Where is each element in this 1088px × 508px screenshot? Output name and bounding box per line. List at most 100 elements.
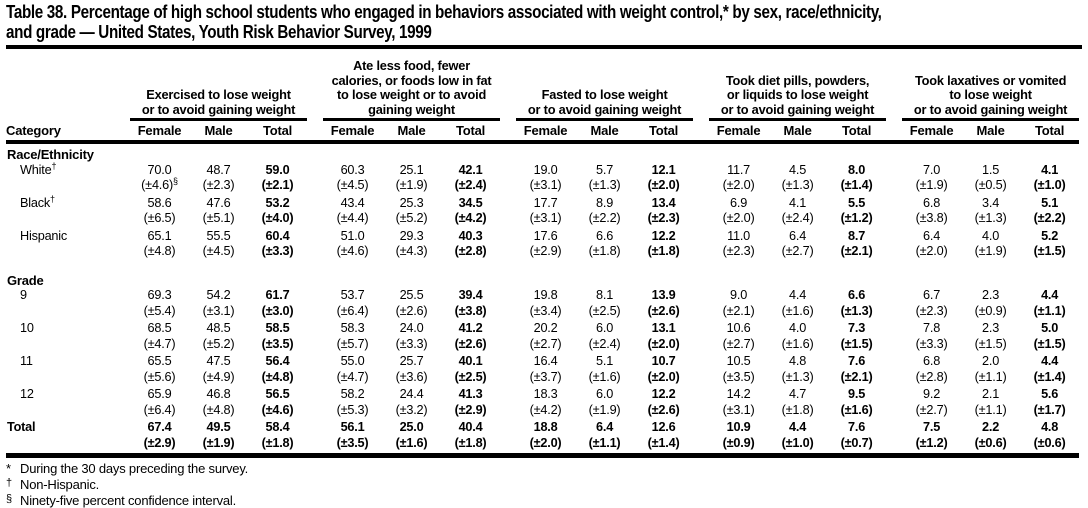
ci-cell: (±1.9)	[588, 402, 621, 417]
ci-cell: (±2.7)	[915, 402, 948, 417]
ci-cell: (±2.9)	[454, 402, 487, 417]
value-cell: 10.5	[726, 354, 751, 368]
header-gap	[886, 59, 903, 144]
ci-cell: (±2.9)	[529, 244, 562, 258]
value-cell: 8.0	[848, 162, 866, 177]
value-cell: 7.5	[923, 420, 941, 434]
row-label: 10	[20, 321, 34, 335]
ci-cell: (±1.3)	[840, 303, 873, 318]
value-cell: 58.2	[340, 387, 365, 401]
value-cell: 70.0	[147, 162, 172, 177]
value-cell: 39.4	[458, 288, 483, 302]
ci-cell: (±3.6)	[395, 369, 428, 384]
ci-cell: (±5.1)	[202, 211, 235, 225]
row-label: Black†	[20, 193, 55, 210]
value-cell: 59.0	[265, 162, 290, 177]
value-cell: 25.3	[399, 195, 424, 210]
ci-cell: (±3.8)	[454, 303, 487, 318]
value-cell: 40.3	[458, 228, 483, 243]
value-cell: 20.2	[533, 321, 558, 335]
value-cell: 60.4	[265, 228, 290, 243]
value-cell: 6.6	[848, 288, 866, 302]
ci-cell: (±1.8)	[647, 244, 680, 258]
ci-cell: (±1.6)	[781, 303, 814, 318]
value-cell: 5.7	[596, 162, 614, 177]
ci-cell: (±2.6)	[647, 402, 680, 417]
column-gap	[307, 321, 323, 337]
ci-cell: (±5.7)	[336, 336, 369, 351]
section-header-row: Race/Ethnicity	[6, 142, 1079, 163]
footnote-text: Non-Hispanic.	[20, 477, 100, 492]
value-cell: 65.5	[147, 354, 172, 368]
column-gap	[500, 370, 516, 388]
value-cell: 2.1	[982, 387, 1000, 401]
ci-cell: (±6.5)	[143, 211, 176, 225]
column-gap	[886, 211, 902, 229]
value-cell: 5.0	[1041, 321, 1059, 335]
ci-cell: (±2.2)	[588, 211, 621, 225]
ci-cell: (±3.4)	[529, 303, 562, 318]
value-cell: 56.5	[265, 387, 290, 401]
value-cell: 4.0	[789, 321, 807, 335]
ci-cell: (±4.6)§	[141, 175, 178, 192]
value-cell: 67.4	[147, 420, 172, 434]
ci-cell: (±3.3)	[395, 336, 428, 351]
ci-cell: (±1.1)	[974, 369, 1007, 384]
value-cell: 42.1	[458, 162, 483, 177]
value-cell: 4.7	[789, 387, 807, 401]
table-title: Table 38. Percentage of high school stud…	[6, 2, 1082, 42]
ci-cell: (±0.9)	[709, 435, 769, 458]
column-gap	[886, 244, 902, 262]
column-header-female: Female	[130, 119, 189, 144]
ci-cell: (±0.7)	[827, 435, 887, 458]
value-cell: 58.5	[265, 321, 290, 335]
value-cell: 56.1	[340, 420, 365, 434]
value-cell: 9.0	[730, 288, 748, 302]
ci-cell: (±1.4)	[634, 435, 694, 458]
header-gap	[500, 59, 517, 144]
column-header-total: Total	[1020, 119, 1080, 144]
value-cell: 17.6	[533, 228, 558, 243]
value-cell: 47.5	[206, 354, 231, 368]
ci-cell: (±1.3)	[588, 178, 621, 192]
value-cell: 9.2	[923, 387, 941, 401]
value-cell: 5.5	[848, 195, 866, 210]
value-cell: 18.8	[533, 420, 558, 434]
footnote-symbol: *	[6, 461, 11, 476]
value-cell: 58.6	[147, 195, 172, 210]
column-header-male: Male	[382, 119, 442, 144]
ci-cell: (±5.2)	[202, 336, 235, 351]
ci-cell: (±4.3)	[395, 244, 428, 258]
value-cell: 7.3	[848, 321, 866, 335]
ci-cell: (±1.8)	[441, 435, 501, 458]
value-cell: 60.3	[340, 162, 365, 177]
ci-cell: (±1.5)	[1033, 244, 1066, 258]
row-label-spacer	[6, 244, 130, 262]
column-header-total: Total	[248, 119, 308, 144]
value-cell: 7.6	[848, 420, 866, 434]
footnote-line: § Ninety-five percent confidence interval…	[6, 492, 1082, 508]
ci-cell: (±1.5)	[840, 336, 873, 351]
ci-cell: (±2.7)	[781, 244, 814, 258]
ci-cell: (±2.4)	[781, 211, 814, 225]
ci-row: (±4.7) (±5.2) (±3.5) (±5.7) (±3.3) (±2.6) (±2.…	[6, 337, 1079, 355]
column-gap	[307, 196, 323, 212]
column-gap	[307, 370, 323, 388]
value-cell: 5.1	[596, 354, 614, 368]
column-gap	[693, 196, 709, 212]
ci-cell: (±3.0)	[261, 303, 294, 318]
ci-cell: (±2.5)	[588, 303, 621, 318]
ci-cell: (±1.6)	[588, 369, 621, 384]
value-cell: 46.8	[206, 387, 231, 401]
ci-cell: (±3.1)	[722, 402, 755, 417]
ci-cell: (±5.2)	[395, 211, 428, 225]
column-gap	[307, 163, 323, 179]
value-cell: 6.7	[923, 288, 941, 302]
value-cell: 10.9	[726, 420, 751, 434]
value-cell: 16.4	[533, 354, 558, 368]
footnote-line: † Non-Hispanic.	[6, 476, 1082, 492]
column-gap	[693, 178, 709, 196]
table-title-line-1: Table 38. Percentage of high school stud…	[6, 2, 882, 22]
value-cell: 58.4	[265, 420, 290, 434]
ci-cell: (±4.7)	[143, 336, 176, 351]
